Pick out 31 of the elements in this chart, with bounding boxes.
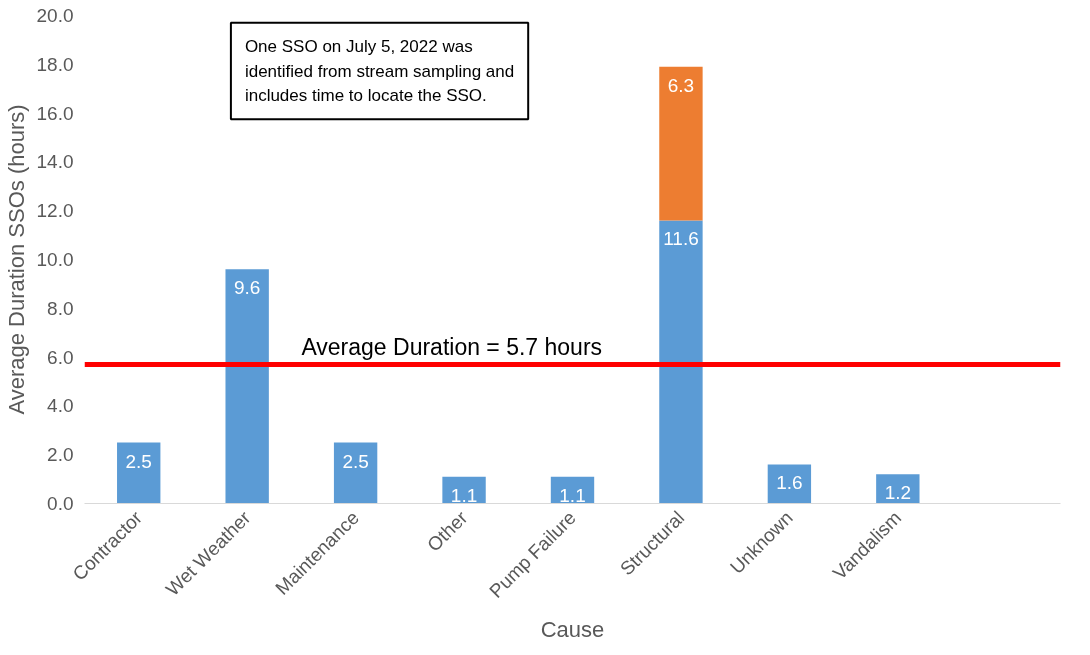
data-label: 2.5 [342,450,369,472]
y-tick-label: 4.0 [47,395,74,417]
y-tick-label: 0.0 [47,493,74,514]
data-label: 11.6 [663,228,699,250]
x-axis-title: Cause [540,617,605,643]
annotation: One SSO on July 5, 2022 was identified from stream sampling and includes time to locate the SSO. [244,36,515,106]
data-label: 6.3 [667,74,695,96]
bar [659,66,703,221]
y-tick-label: 8.0 [47,297,74,319]
y-tick-label: 18.0 [36,53,74,75]
data-label: 1.2 [884,482,912,504]
data-label: 2.5 [125,450,152,472]
y-axis-title: Average Duration SSOs (hours) [3,104,29,415]
y-tick-label: 10.0 [36,249,74,270]
data-label: 9.6 [233,277,261,299]
y-tick-label: 14.0 [36,151,74,173]
y-tick-label: 16.0 [36,102,74,124]
bar [117,442,161,504]
data-label: 1.1 [559,484,586,506]
bar [333,442,378,504]
y-tick-label: 2.0 [47,444,74,466]
y-tick-label: 20.0 [36,5,74,26]
bar [659,220,703,504]
y-tick-label: 12.0 [36,200,74,222]
bar [225,269,269,504]
data-label: 1.6 [776,472,803,494]
ref-line-label: Average Duration = 5.7 hours [301,334,603,361]
data-label: 1.1 [450,484,478,506]
y-tick-label: 6.0 [47,346,74,368]
bar [767,464,812,504]
bar [876,474,920,504]
